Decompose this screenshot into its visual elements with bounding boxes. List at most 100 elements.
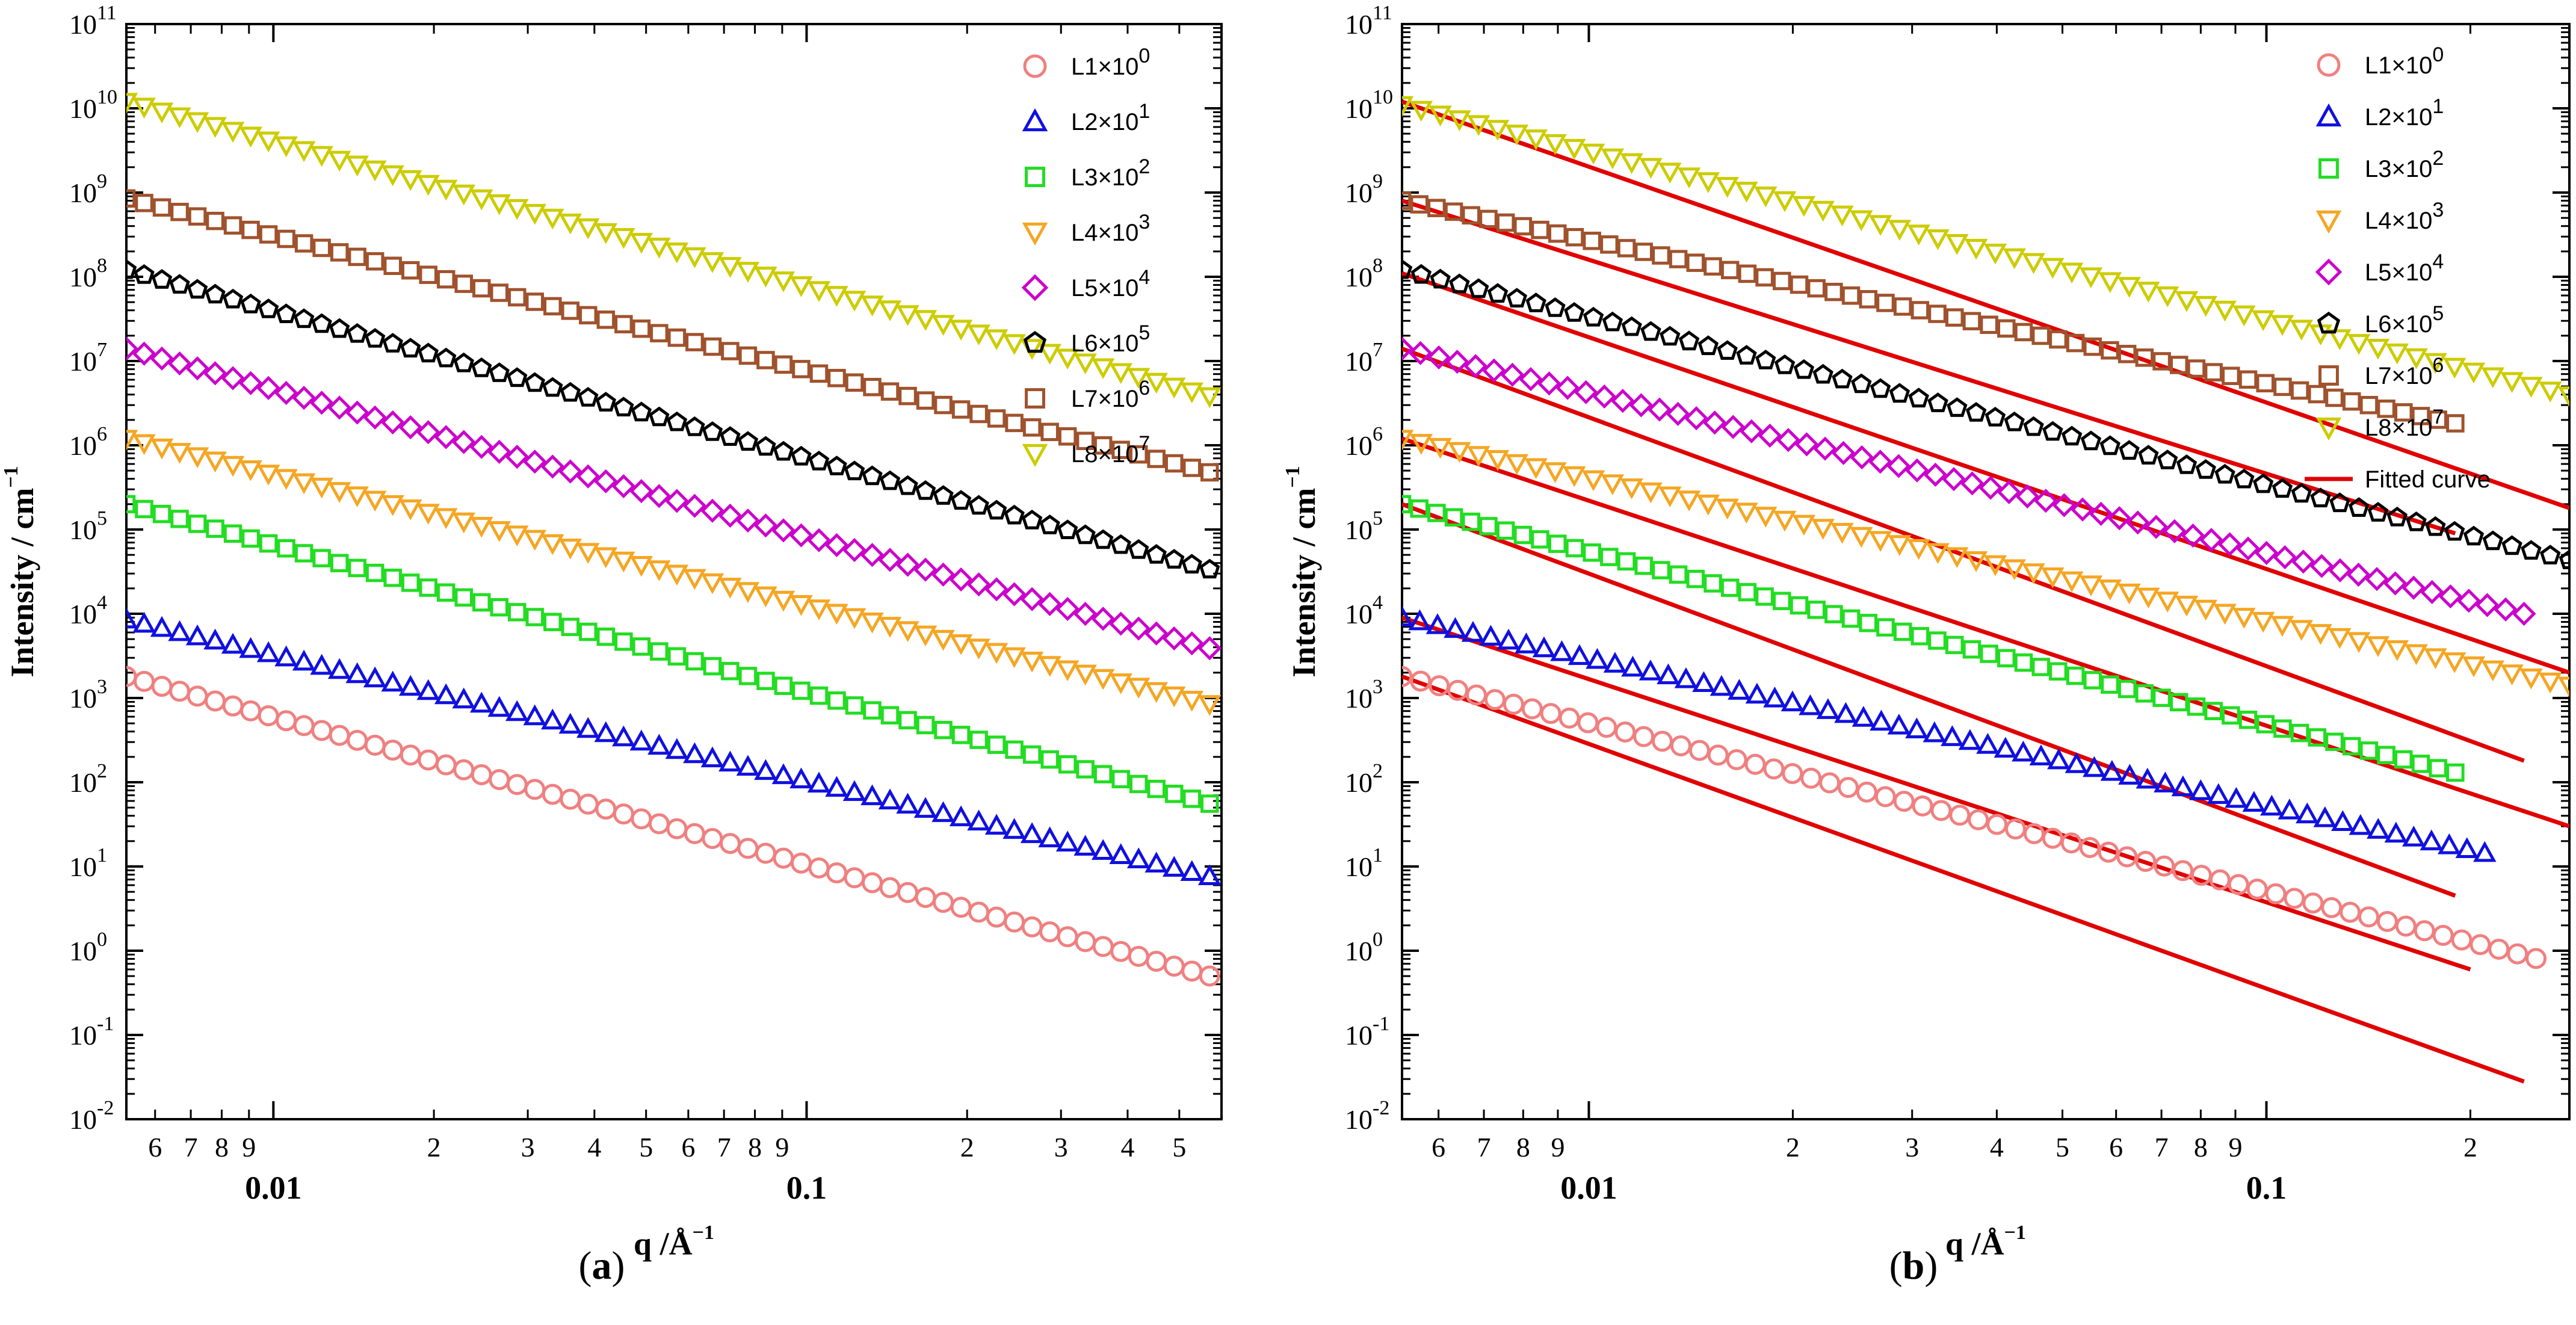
series-point xyxy=(1926,229,1950,250)
series-point xyxy=(915,480,936,500)
series-point xyxy=(418,342,439,363)
series-point xyxy=(454,588,473,607)
series-point xyxy=(648,813,670,835)
series-point xyxy=(2137,587,2160,609)
series-point xyxy=(1639,482,1663,504)
series-point xyxy=(152,504,171,524)
series-point xyxy=(292,649,316,671)
x-minor-tick-label: 5 xyxy=(639,1132,653,1163)
series-point xyxy=(2340,901,2361,923)
series-point xyxy=(2004,411,2025,431)
series-point xyxy=(1658,162,1682,184)
fitted-curve-line xyxy=(1402,502,2456,898)
series-point xyxy=(791,445,812,466)
series-point xyxy=(309,391,334,415)
series-point xyxy=(1111,770,1130,789)
series-point xyxy=(612,551,635,573)
series-point xyxy=(2041,258,2065,279)
series-point xyxy=(2512,601,2536,626)
legend-label: L6×105 xyxy=(1071,321,1150,357)
series-point xyxy=(667,328,687,347)
series-point xyxy=(327,482,351,503)
series-point xyxy=(490,283,509,302)
series-point xyxy=(1198,387,1222,409)
series-point xyxy=(188,514,207,533)
series-point xyxy=(1678,330,1700,351)
series-point xyxy=(348,558,366,578)
legend-marker xyxy=(1023,330,1047,353)
series-point xyxy=(984,577,1009,602)
series-point xyxy=(1793,359,1815,379)
series-point xyxy=(2367,818,2390,839)
fitted-curve-line xyxy=(1402,436,2569,829)
series-point xyxy=(330,554,349,573)
fitted-curve-line xyxy=(1402,99,2569,510)
series-point xyxy=(931,629,955,651)
series-point xyxy=(1888,535,1912,556)
series-point xyxy=(1020,652,1044,673)
series-point xyxy=(1091,607,1116,631)
series-point xyxy=(1581,143,1605,165)
series-point xyxy=(647,560,671,581)
series-point xyxy=(771,763,795,785)
series-point xyxy=(1735,502,1758,524)
series-point xyxy=(1870,709,1893,731)
series-point xyxy=(401,573,420,592)
series-point xyxy=(1717,340,1738,360)
series-point xyxy=(683,569,706,590)
series-point xyxy=(276,710,297,732)
series-point xyxy=(1684,406,1709,431)
series-point xyxy=(2175,596,2199,617)
series-point xyxy=(1073,835,1097,856)
series-point xyxy=(1799,694,1822,715)
series-point xyxy=(1907,539,1930,560)
series-point xyxy=(2117,277,2141,298)
series-point xyxy=(1091,669,1115,690)
series-point xyxy=(558,712,582,734)
series-point xyxy=(2405,348,2428,369)
series-point xyxy=(1834,702,1858,723)
series-point xyxy=(2394,750,2413,769)
series-point xyxy=(1941,725,1964,746)
x-minor-tick-label: 6 xyxy=(1432,1132,1445,1163)
series-point xyxy=(2402,826,2426,847)
series-point xyxy=(2273,719,2292,738)
series-point xyxy=(898,386,917,406)
y-tick-label: 10-1 xyxy=(69,1013,114,1051)
series-point xyxy=(1928,304,1947,323)
series-point xyxy=(135,499,153,519)
series-point xyxy=(2260,794,2284,816)
series-point xyxy=(2328,628,2352,649)
series-point xyxy=(1486,120,1510,141)
series-point xyxy=(1947,397,1968,417)
series-point xyxy=(2194,599,2217,621)
series-point xyxy=(1109,843,1132,865)
series-point xyxy=(721,342,740,360)
y-tick-label: 102 xyxy=(1345,760,1383,798)
series-point xyxy=(419,578,437,597)
series-point xyxy=(2162,519,2187,543)
series-point xyxy=(2377,400,2395,418)
series-point xyxy=(312,238,331,258)
series-point xyxy=(2029,744,2053,765)
series-point xyxy=(363,666,387,688)
series-point xyxy=(327,658,351,679)
series-point xyxy=(1479,209,1498,229)
series-point xyxy=(1889,383,1910,403)
series-point xyxy=(132,434,156,456)
series-point xyxy=(1108,611,1133,636)
y-tick-label: 102 xyxy=(69,760,107,798)
plot-frame xyxy=(1401,23,2571,1120)
series-point xyxy=(1531,530,1549,549)
series-point xyxy=(523,704,547,726)
series-point xyxy=(1596,717,1617,738)
series-point xyxy=(703,337,722,356)
series-point xyxy=(1851,373,1872,394)
series-point xyxy=(1462,512,1481,531)
series-point xyxy=(274,136,298,158)
series-point xyxy=(259,534,278,553)
fitted-curve-line xyxy=(1402,271,2569,675)
series-point xyxy=(1129,774,1148,794)
fitted-curve-line xyxy=(1402,674,2525,1084)
series-point xyxy=(1923,721,1947,743)
